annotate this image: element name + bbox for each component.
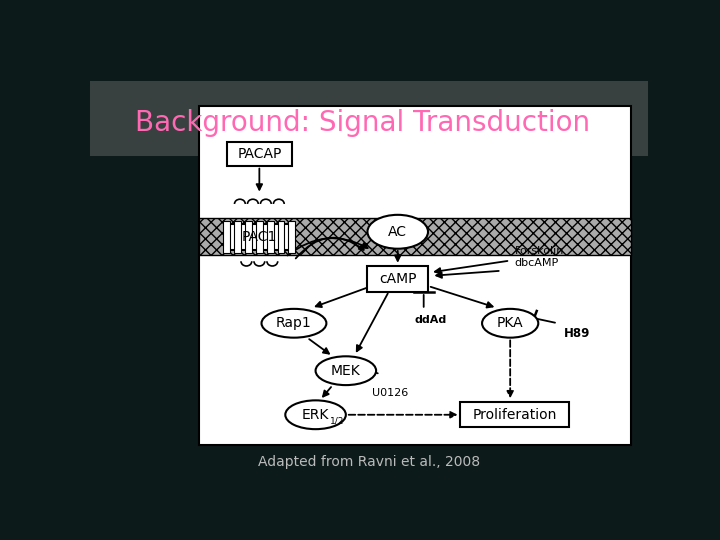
Ellipse shape bbox=[315, 356, 376, 385]
Bar bbox=[245, 220, 252, 253]
Text: PKA: PKA bbox=[497, 316, 523, 330]
Text: U0126: U0126 bbox=[372, 388, 408, 398]
Bar bbox=[277, 220, 284, 253]
Text: Adapted from Ravni et al., 2008: Adapted from Ravni et al., 2008 bbox=[258, 455, 480, 469]
Text: PACAP: PACAP bbox=[237, 147, 282, 161]
Bar bbox=[227, 142, 292, 166]
Text: 1/2: 1/2 bbox=[330, 417, 344, 426]
Text: H89: H89 bbox=[564, 327, 590, 340]
Bar bbox=[227, 224, 292, 249]
Ellipse shape bbox=[261, 309, 326, 338]
Text: ERK: ERK bbox=[302, 408, 329, 422]
Text: Proliferation: Proliferation bbox=[472, 408, 557, 422]
Bar bbox=[223, 220, 230, 253]
Text: PAC1: PAC1 bbox=[242, 230, 277, 244]
Bar bbox=[90, 82, 648, 156]
Bar bbox=[199, 218, 631, 255]
Ellipse shape bbox=[482, 309, 539, 338]
Bar bbox=[266, 220, 274, 253]
Text: MEK: MEK bbox=[331, 364, 361, 377]
Text: Forskolin
dbcAMP: Forskolin dbcAMP bbox=[515, 246, 564, 268]
Bar bbox=[461, 402, 569, 428]
Bar bbox=[256, 220, 263, 253]
Bar bbox=[199, 106, 631, 445]
Text: ddAd: ddAd bbox=[414, 315, 446, 325]
Bar bbox=[234, 220, 241, 253]
Text: cAMP: cAMP bbox=[379, 272, 416, 286]
Text: Background: Signal Transduction: Background: Signal Transduction bbox=[135, 109, 590, 137]
Bar bbox=[288, 220, 295, 253]
Text: Rap1: Rap1 bbox=[276, 316, 312, 330]
Text: AC: AC bbox=[388, 225, 408, 239]
Ellipse shape bbox=[285, 400, 346, 429]
Bar bbox=[367, 267, 428, 292]
Ellipse shape bbox=[367, 215, 428, 249]
